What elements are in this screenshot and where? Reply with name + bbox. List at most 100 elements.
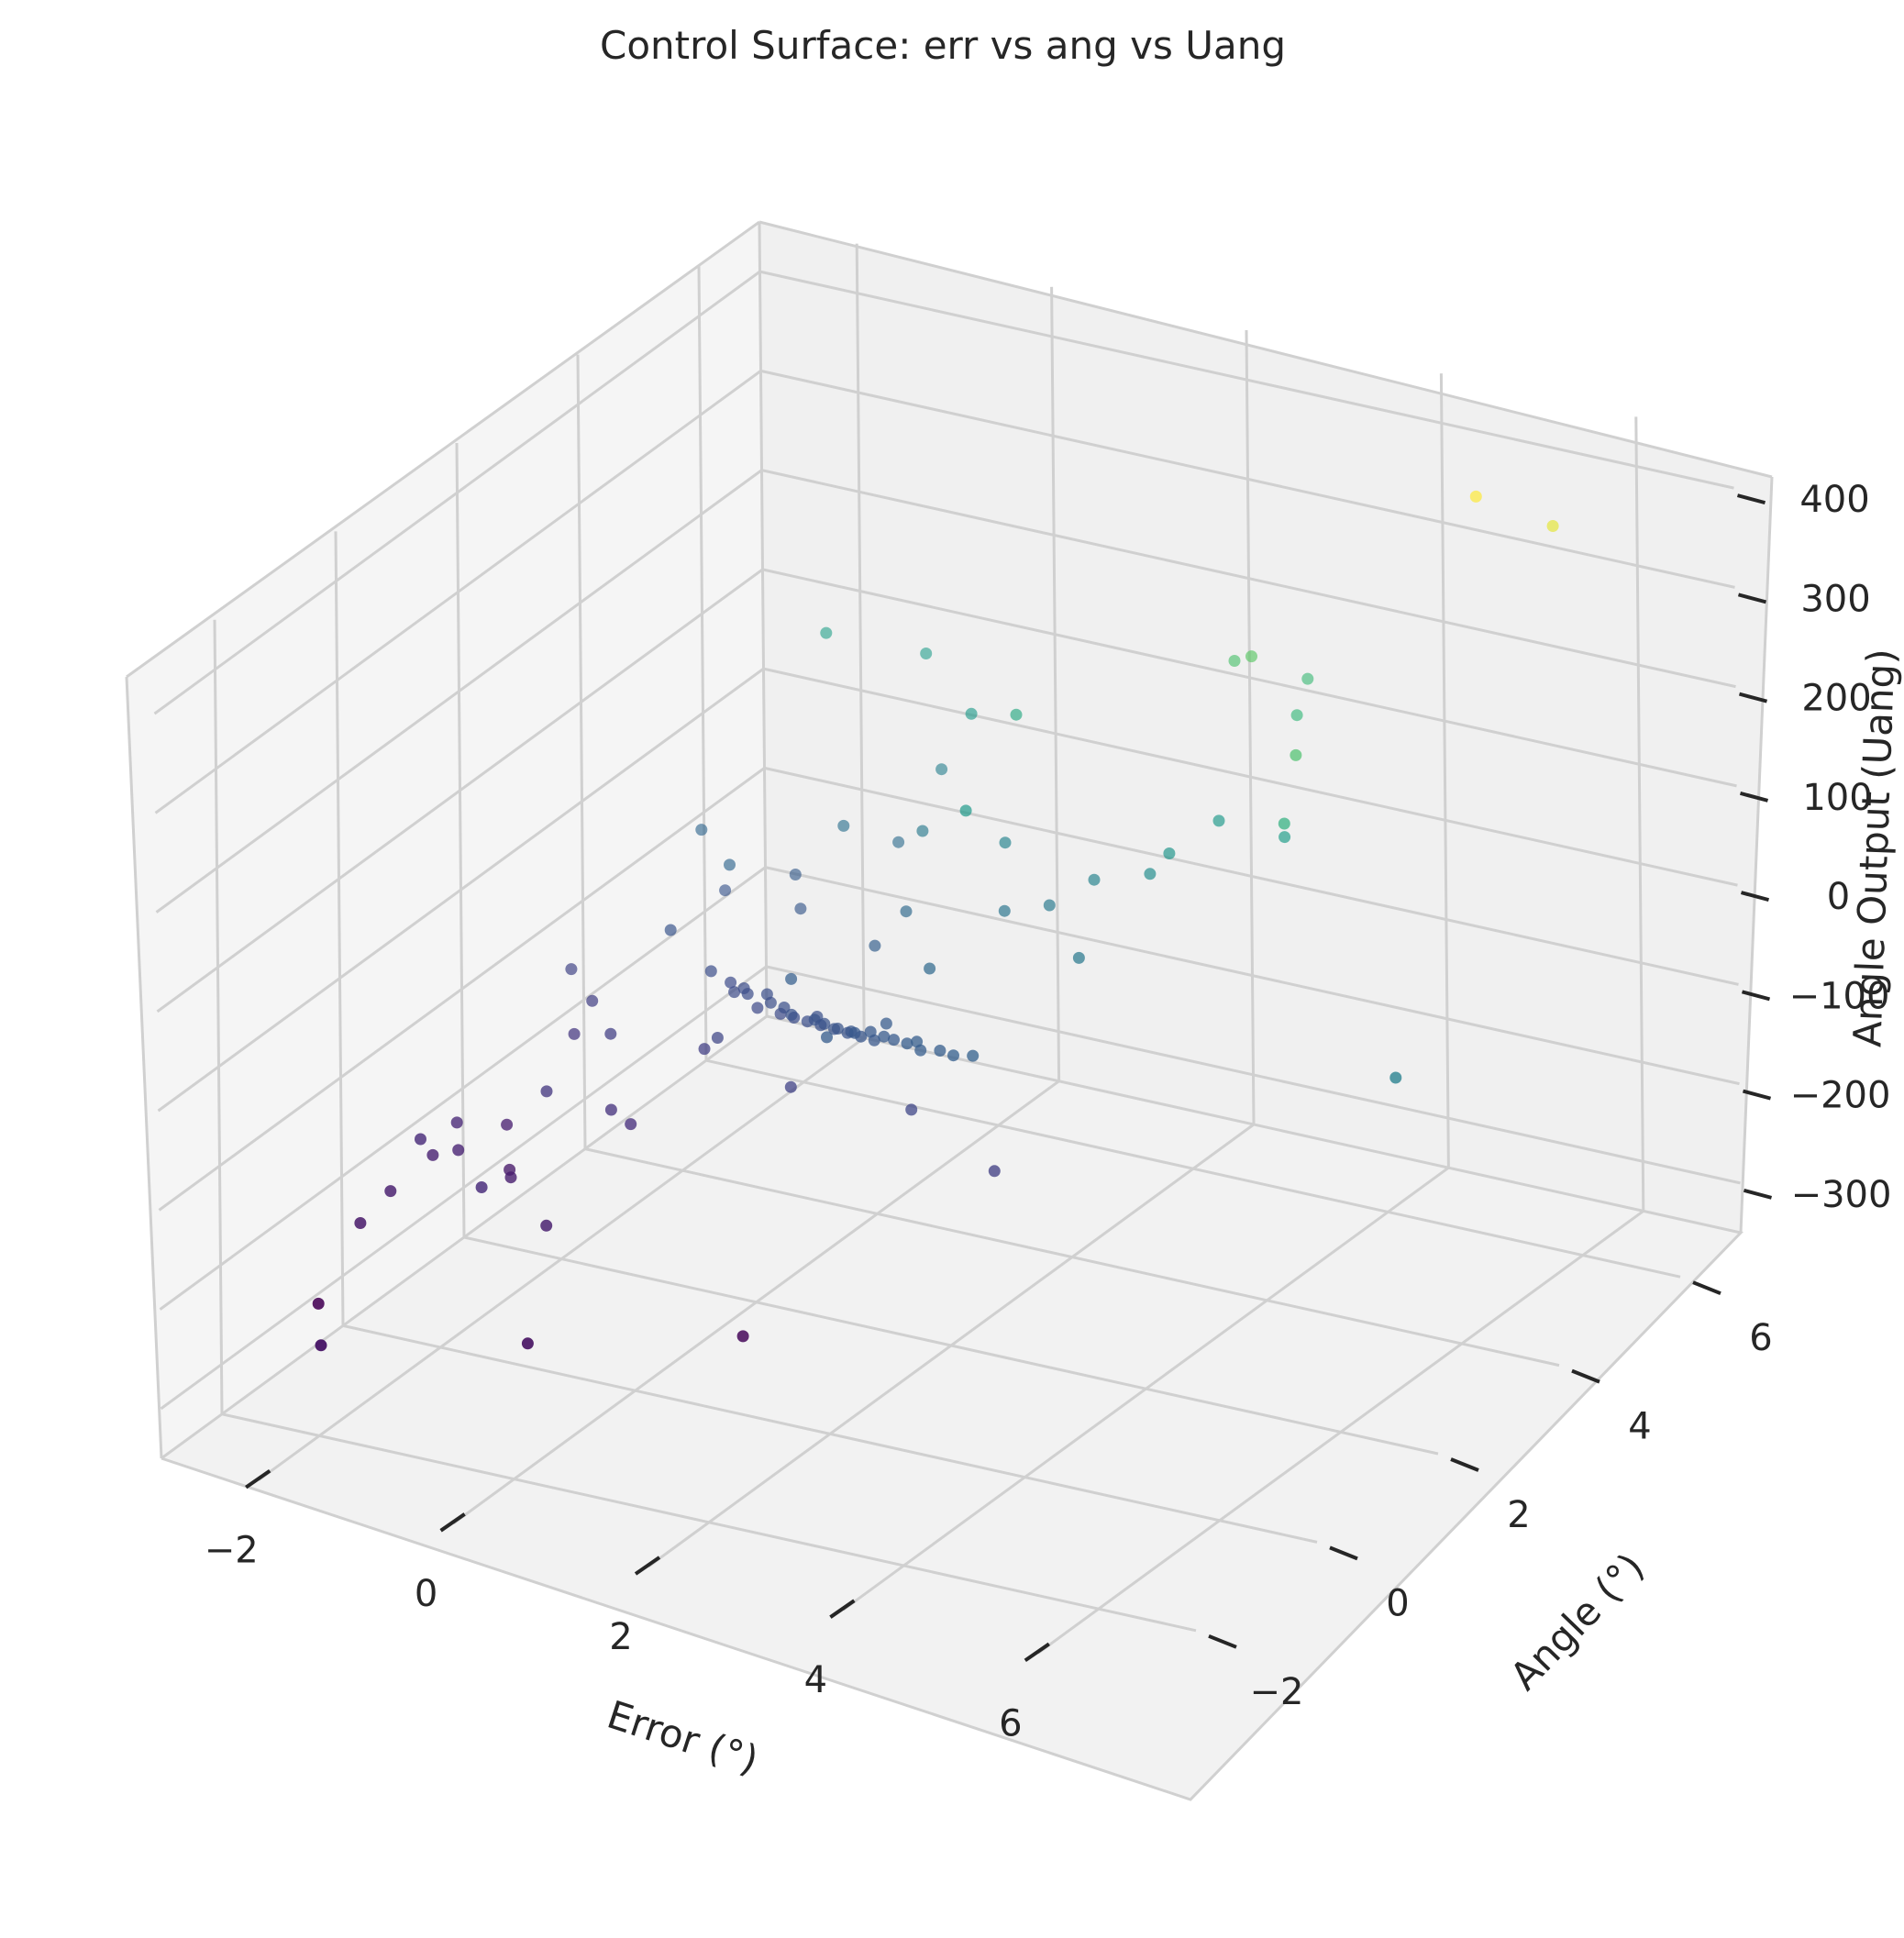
x-tick-mark: [634, 1556, 661, 1576]
data-point: [820, 626, 833, 639]
back-left-edge: [125, 676, 163, 1459]
data-point: [719, 884, 732, 897]
data-point: [315, 1339, 327, 1352]
y-gridline-wall: [213, 619, 224, 1414]
y-tick-label: 0: [1386, 1582, 1409, 1624]
data-point: [998, 904, 1011, 917]
z-tick-mark: [1736, 493, 1766, 505]
data-point: [568, 1027, 581, 1040]
y-gridline-floor: [705, 1058, 1681, 1279]
z-gridline-right: [764, 766, 1739, 986]
data-point: [695, 824, 708, 836]
data-point: [1290, 748, 1302, 761]
back-left-pane: [127, 222, 767, 1458]
data-point: [1144, 868, 1157, 880]
data-point: [789, 869, 802, 880]
z-tick-label: −100: [1789, 975, 1890, 1017]
pane-edges: [125, 220, 1774, 1801]
x-tick-label: 6: [999, 1702, 1022, 1744]
x-tick-mark: [439, 1512, 466, 1533]
z-tick-label: 0: [1827, 876, 1850, 918]
data-point: [604, 1027, 617, 1040]
grid-lines: [153, 243, 1741, 1655]
data-point: [565, 963, 578, 976]
y-tick-label: 2: [1507, 1494, 1530, 1536]
y-tick-label: 4: [1628, 1406, 1651, 1448]
data-point: [728, 986, 741, 999]
z-gridline-right: [763, 667, 1738, 887]
y-gridline-wall: [697, 266, 708, 1061]
z-tick-mark: [1737, 592, 1767, 604]
data-point: [778, 1002, 791, 1013]
data-point: [1088, 873, 1101, 886]
y-tick-mark: [1329, 1545, 1358, 1561]
z-tick-label: 200: [1801, 678, 1871, 720]
top-left-edge: [126, 220, 760, 679]
x-axis-label: Error (°): [602, 1692, 763, 1783]
z-gridline-left: [156, 568, 764, 1013]
data-point: [450, 1116, 463, 1129]
x-tick-mark: [829, 1599, 856, 1619]
y-tick-mark: [1692, 1280, 1721, 1296]
z-gridline-right: [760, 369, 1735, 589]
z-tick-label: 400: [1799, 479, 1869, 521]
data-point: [1245, 650, 1257, 663]
top-right-edge: [758, 220, 1773, 479]
data-point: [892, 836, 905, 848]
data-point: [724, 858, 736, 871]
data-point: [384, 1185, 397, 1198]
data-point: [988, 1165, 1001, 1178]
data-point: [415, 1133, 426, 1146]
data-point: [1043, 899, 1056, 912]
data-point: [1072, 951, 1085, 964]
data-point: [880, 1017, 892, 1030]
data-point: [764, 996, 777, 1009]
data-point: [999, 836, 1012, 849]
z-gridline-right: [759, 270, 1734, 490]
data-point: [504, 1171, 517, 1184]
x-gridline-wall: [1634, 416, 1645, 1212]
y-gridline-floor: [584, 1147, 1560, 1368]
data-point: [794, 903, 807, 915]
z-tick-mark: [1740, 891, 1770, 903]
data-point: [935, 763, 948, 776]
data-point: [1469, 490, 1482, 503]
data-point: [540, 1085, 553, 1098]
z-gridline-left: [160, 965, 768, 1411]
data-point: [784, 1080, 797, 1093]
z-gridline-left: [157, 667, 765, 1113]
data-point: [540, 1219, 553, 1232]
data-point: [751, 1002, 764, 1014]
data-point: [521, 1337, 534, 1350]
data-point: [736, 1330, 749, 1343]
data-point: [1301, 672, 1314, 685]
data-point: [914, 1044, 927, 1057]
data-point: [741, 988, 754, 1001]
x-tick-label: 4: [804, 1659, 827, 1701]
z-gridline-right: [761, 469, 1736, 689]
data-point: [868, 1034, 880, 1047]
y-gridline-floor: [463, 1235, 1439, 1456]
y-gridline-floor: [221, 1412, 1197, 1633]
data-point: [1163, 847, 1176, 859]
data-point: [967, 1049, 980, 1062]
axis-panes: [127, 222, 1772, 1800]
data-point: [947, 1049, 959, 1062]
data-point: [1278, 817, 1290, 830]
z-tick-mark: [1743, 1188, 1773, 1200]
data-point: [625, 1118, 637, 1131]
y-tick-mark: [1208, 1633, 1237, 1649]
data-point: [808, 1013, 821, 1026]
data-point: [354, 1217, 367, 1229]
z-gridline-right: [762, 568, 1737, 788]
data-point: [475, 1181, 488, 1193]
data-point: [698, 1043, 711, 1056]
x-tick-label: −2: [205, 1530, 259, 1572]
z-gridline-left: [154, 370, 762, 814]
y-gridline-wall: [334, 531, 345, 1326]
x-tick-mark: [1024, 1642, 1050, 1663]
z-tick-label: 100: [1802, 777, 1872, 819]
data-point: [878, 1030, 891, 1043]
data-point: [785, 1008, 798, 1021]
